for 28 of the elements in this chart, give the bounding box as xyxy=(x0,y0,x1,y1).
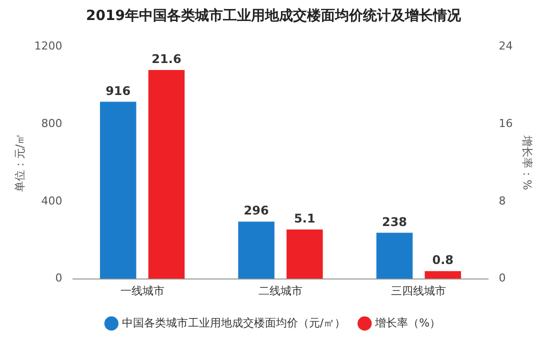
y2-tick-label: 16 xyxy=(498,116,513,130)
data-label: 916 xyxy=(106,84,131,98)
y-axis-title: 单位：元/㎡ xyxy=(13,133,26,192)
chart-title: 2019年中国各类城市工业用地成交楼面均价统计及增长情况 xyxy=(86,7,462,24)
bar xyxy=(238,222,274,279)
y2-axis-title: 增长率：% xyxy=(520,134,534,190)
data-label: 0.8 xyxy=(432,253,454,268)
x-tick-label: 二线城市 xyxy=(258,284,302,298)
y2-tick-label: 24 xyxy=(498,40,513,53)
y2-tick-label: 8 xyxy=(498,194,506,208)
bar xyxy=(286,230,323,279)
y-tick-label: 0 xyxy=(55,272,62,285)
x-tick-label: 三四线城市 xyxy=(391,284,446,298)
y-tick-label: 400 xyxy=(41,194,62,208)
data-label: 238 xyxy=(382,214,408,229)
data-label: 21.6 xyxy=(152,52,182,66)
legend-label: 增长率（%） xyxy=(374,316,441,330)
bar xyxy=(376,232,413,279)
legend-label: 中国各类城市工业用地成交楼面均价（元/㎡） xyxy=(122,316,346,330)
y-tick-label: 800 xyxy=(41,116,62,130)
y2-tick-label: 0 xyxy=(498,272,506,285)
data-label: 5.1 xyxy=(294,212,316,226)
data-label: 296 xyxy=(244,204,269,218)
bar xyxy=(100,102,136,279)
bar xyxy=(148,70,185,279)
bar xyxy=(424,271,462,279)
y-tick-label: 1200 xyxy=(34,40,62,53)
x-tick-label: 一线城市 xyxy=(120,284,164,298)
